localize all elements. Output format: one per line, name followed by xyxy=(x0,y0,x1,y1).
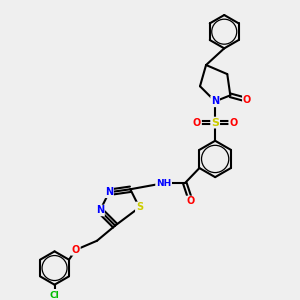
Text: S: S xyxy=(136,202,143,212)
Text: O: O xyxy=(187,196,195,206)
Text: O: O xyxy=(229,118,238,128)
Text: O: O xyxy=(193,118,201,128)
Text: NH: NH xyxy=(156,179,171,188)
Text: O: O xyxy=(243,95,251,105)
Text: N: N xyxy=(211,96,219,106)
Text: Cl: Cl xyxy=(50,291,59,300)
Text: N: N xyxy=(96,206,104,215)
Text: N: N xyxy=(105,187,113,197)
Text: S: S xyxy=(211,118,219,128)
Text: O: O xyxy=(72,245,80,255)
